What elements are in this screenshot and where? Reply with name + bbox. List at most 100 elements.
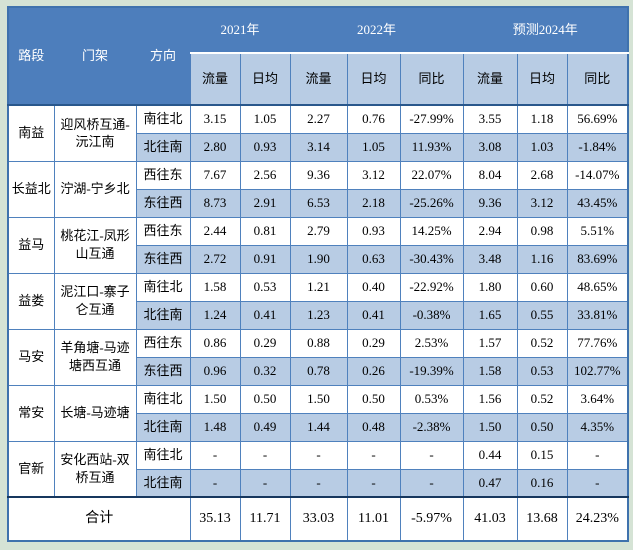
value-cell: 0.29 bbox=[346, 328, 401, 358]
value-cell: 1.21 bbox=[289, 272, 348, 302]
total-value-cell: 35.13 bbox=[189, 496, 241, 542]
value-cell: 102.77% bbox=[566, 356, 629, 386]
value-cell: 0.32 bbox=[239, 356, 291, 386]
value-cell: 0.26 bbox=[346, 356, 401, 386]
direction-cell: 西往东 bbox=[135, 216, 191, 246]
value-cell: 1.24 bbox=[189, 300, 241, 330]
value-cell: -30.43% bbox=[399, 244, 464, 274]
value-cell: - bbox=[239, 440, 291, 470]
direction-cell: 东往西 bbox=[135, 188, 191, 218]
direction-cell: 西往东 bbox=[135, 328, 191, 358]
gantry-cell: 桃花江-凤形山互通 bbox=[53, 216, 137, 274]
value-cell: 3.64% bbox=[566, 384, 629, 414]
header-cell-year-group: 2022年 bbox=[289, 6, 464, 54]
value-cell: 2.72 bbox=[189, 244, 241, 274]
value-cell: 2.18 bbox=[346, 188, 401, 218]
subheader-cell-metric: 流量 bbox=[462, 52, 518, 106]
value-cell: - bbox=[289, 468, 348, 498]
direction-cell: 北往南 bbox=[135, 412, 191, 442]
gantry-cell: 泥江口-寨子仑互通 bbox=[53, 272, 137, 330]
value-cell: 8.04 bbox=[462, 160, 518, 190]
value-cell: 2.56 bbox=[239, 160, 291, 190]
value-cell: 6.53 bbox=[289, 188, 348, 218]
value-cell: 3.08 bbox=[462, 132, 518, 162]
value-cell: 0.55 bbox=[516, 300, 568, 330]
value-cell: 1.23 bbox=[289, 300, 348, 330]
value-cell: 3.48 bbox=[462, 244, 518, 274]
value-cell: 0.47 bbox=[462, 468, 518, 498]
value-cell: - bbox=[346, 440, 401, 470]
direction-cell: 东往西 bbox=[135, 356, 191, 386]
table-row: 东往西 8.73 2.91 6.53 2.18 -25.26% 9.36 3.12 43.45% bbox=[8, 188, 629, 218]
value-cell: 0.76 bbox=[346, 104, 401, 134]
road-section-cell: 马安 bbox=[7, 328, 55, 386]
total-value-cell: -5.97% bbox=[399, 496, 464, 542]
value-cell: -25.26% bbox=[399, 188, 464, 218]
value-cell: - bbox=[399, 440, 464, 470]
value-cell: - bbox=[239, 468, 291, 498]
value-cell: 1.44 bbox=[289, 412, 348, 442]
value-cell: 1.58 bbox=[462, 356, 518, 386]
value-cell: 0.50 bbox=[346, 384, 401, 414]
value-cell: 0.15 bbox=[516, 440, 568, 470]
header-cell-road-section: 路段 bbox=[7, 6, 55, 106]
road-section-cell: 益娄 bbox=[7, 272, 55, 330]
value-cell: - bbox=[399, 468, 464, 498]
table-row: 益马 桃花江-凤形山互通 西往东 2.44 0.81 2.79 0.93 14.25% 2.94… bbox=[7, 216, 629, 274]
value-cell: 1.80 bbox=[462, 272, 518, 302]
value-cell: 0.50 bbox=[516, 412, 568, 442]
value-cell: -2.38% bbox=[399, 412, 464, 442]
subheader-cell-metric: 日均 bbox=[346, 52, 401, 106]
direction-cell: 南往北 bbox=[135, 384, 191, 414]
value-cell: 0.49 bbox=[239, 412, 291, 442]
value-cell: 0.16 bbox=[516, 468, 568, 498]
traffic-volume-table: 路段 门架 方向 2021年 2022年 预测2024年 流量 日均 流量 日均 同比 流量 日均 同比 … bbox=[7, 6, 630, 542]
header-row-metrics: 流量 日均 流量 日均 同比 流量 日均 同比 bbox=[8, 52, 629, 106]
value-cell: 0.63 bbox=[346, 244, 401, 274]
value-cell: 0.60 bbox=[516, 272, 568, 302]
value-cell: -27.99% bbox=[399, 104, 464, 134]
road-section-cell: 南益 bbox=[7, 104, 55, 162]
value-cell: - bbox=[189, 440, 241, 470]
value-cell: 2.53% bbox=[399, 328, 464, 358]
value-cell: 0.88 bbox=[289, 328, 348, 358]
road-section-cell: 长益北 bbox=[7, 160, 55, 218]
table-row: 南益 迎风桥互通-沅江南 南往北 3.15 1.05 2.27 0.76 -27.99% 3.5… bbox=[7, 104, 629, 162]
value-cell: 77.76% bbox=[566, 328, 629, 358]
value-cell: -22.92% bbox=[399, 272, 464, 302]
value-cell: 0.98 bbox=[516, 216, 568, 246]
value-cell: -14.07% bbox=[566, 160, 629, 190]
total-value-cell: 41.03 bbox=[462, 496, 518, 542]
subheader-cell-metric: 日均 bbox=[239, 52, 291, 106]
value-cell: 1.50 bbox=[462, 412, 518, 442]
total-value-cell: 24.23% bbox=[566, 496, 629, 542]
value-cell: 0.41 bbox=[239, 300, 291, 330]
value-cell: 14.25% bbox=[399, 216, 464, 246]
value-cell: 0.93 bbox=[346, 216, 401, 246]
header-cell-year-group: 2021年 bbox=[189, 6, 291, 54]
value-cell: 1.03 bbox=[516, 132, 568, 162]
value-cell: - bbox=[566, 440, 629, 470]
value-cell: 3.14 bbox=[289, 132, 348, 162]
table-header: 路段 门架 方向 2021年 2022年 预测2024年 流量 日均 流量 日均 同比 流量 日均 同比 bbox=[7, 6, 629, 106]
table-row: 东往西 0.96 0.32 0.78 0.26 -19.39% 1.58 0.53 102.77… bbox=[8, 356, 629, 386]
value-cell: 0.91 bbox=[239, 244, 291, 274]
value-cell: -0.38% bbox=[399, 300, 464, 330]
total-value-cell: 13.68 bbox=[516, 496, 568, 542]
value-cell: 0.53 bbox=[516, 356, 568, 386]
value-cell: 0.52 bbox=[516, 328, 568, 358]
table-row: 长益北 泞湖-宁乡北 西往东 7.67 2.56 9.36 3.12 22.07% 8.04 2.… bbox=[7, 160, 629, 218]
value-cell: 3.12 bbox=[346, 160, 401, 190]
value-cell: 1.18 bbox=[516, 104, 568, 134]
table-body: 南益 迎风桥互通-沅江南 南往北 3.15 1.05 2.27 0.76 -27.99% 3.5… bbox=[7, 104, 629, 542]
value-cell: 0.44 bbox=[462, 440, 518, 470]
value-cell: 2.91 bbox=[239, 188, 291, 218]
table-row: 东往西 2.72 0.91 1.90 0.63 -30.43% 3.48 1.16 83.69% bbox=[8, 244, 629, 274]
table-row: 常安 长塘-马迹塘 南往北 1.50 0.50 1.50 0.50 0.53% 1.56 0.52… bbox=[7, 384, 629, 442]
value-cell: 2.79 bbox=[289, 216, 348, 246]
gantry-cell: 羊角塘-马迹塘西互通 bbox=[53, 328, 137, 386]
road-section-cell: 官新 bbox=[7, 440, 55, 498]
direction-cell: 北往南 bbox=[135, 468, 191, 498]
table-row: 北往南 - - - - -0.47 0.16- bbox=[8, 468, 629, 498]
direction-cell: 东往西 bbox=[135, 244, 191, 274]
